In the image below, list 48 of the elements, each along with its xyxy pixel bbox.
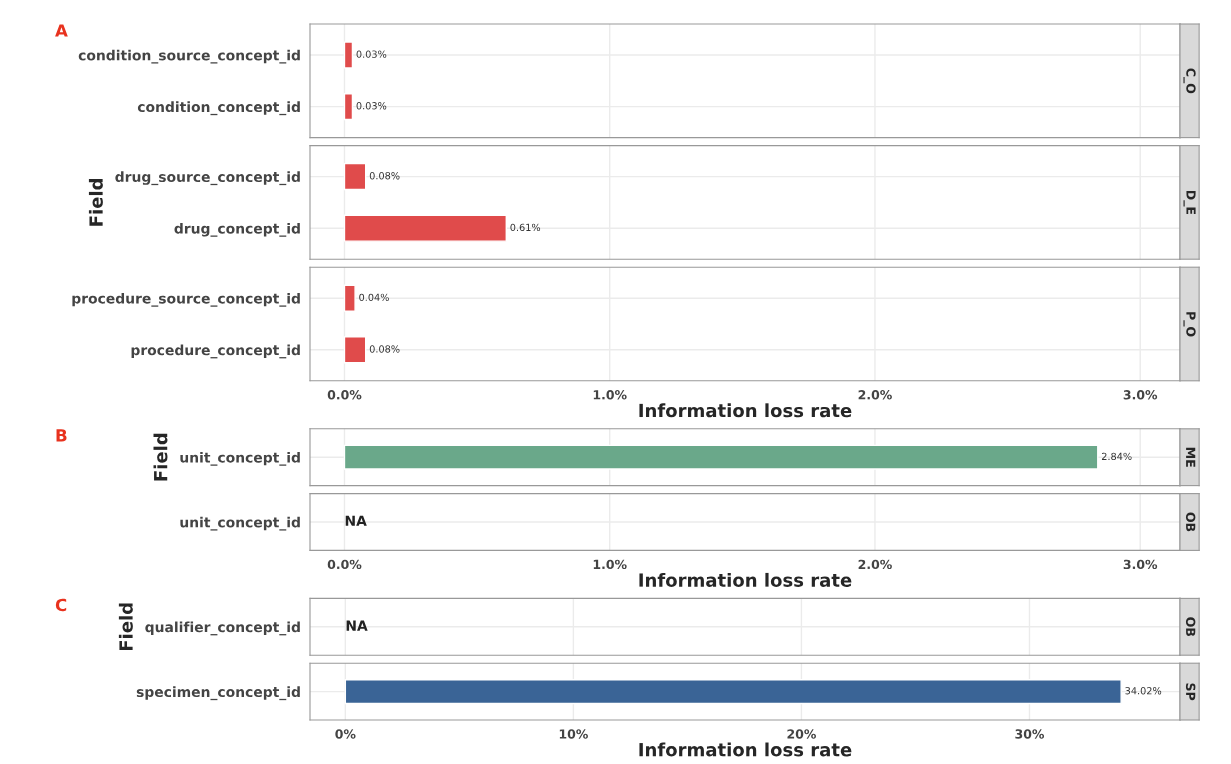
y-tick-label: drug_concept_id [174, 222, 300, 237]
y-tick-label: unit_concept_id [180, 451, 300, 466]
y-tick-label: unit_concept_id [180, 516, 300, 531]
x-tick-label: 1.0% [593, 559, 627, 570]
text: A [55, 24, 68, 37]
data-label: 0.08% [369, 172, 400, 180]
y-tick-label: qualifier_concept_id [145, 621, 300, 636]
x-tick-label: 3.0% [1123, 559, 1158, 570]
x-tick-label: 20% [787, 729, 816, 739]
x-tick-label: 10% [559, 729, 588, 739]
text: SP [1185, 683, 1196, 701]
data-label: 34.02% [1125, 687, 1162, 695]
y-tick-label: condition_concept_id [137, 101, 300, 116]
x-axis-title: Information loss rate [639, 742, 852, 757]
y-axis-title: Field [118, 603, 133, 651]
text: B [56, 429, 67, 442]
data-label: 2.84% [1101, 452, 1132, 461]
x-tick-label: 1.0% [593, 390, 627, 400]
text: ME [1186, 447, 1196, 467]
x-tick-label: 2.0% [858, 559, 892, 570]
text: OB [1185, 617, 1196, 636]
x-tick-label: 0% [335, 729, 356, 739]
y-tick-label: procedure_source_concept_id [72, 292, 300, 307]
text: NA [346, 620, 368, 631]
x-tick-label: 30% [1015, 729, 1045, 739]
x-axis-title: Information loss rate [639, 572, 852, 587]
y-axis-title: Field [88, 178, 103, 226]
text: NA [345, 515, 367, 526]
text: C [55, 598, 67, 612]
x-tick-label: 0.0% [327, 390, 362, 400]
text: OB [1185, 512, 1196, 532]
data-label: 0.04% [359, 293, 389, 301]
y-tick-label: procedure_concept_id [131, 344, 300, 359]
text: C_O [1183, 68, 1196, 94]
data-label: 0.03% [356, 50, 387, 58]
x-axis-title: Information loss rate [639, 403, 852, 418]
y-tick-label: drug_source_concept_id [115, 171, 300, 186]
y-tick-label: condition_source_concept_id [78, 49, 300, 64]
x-tick-label: 2.0% [858, 390, 892, 400]
y-tick-label: specimen_concept_id [136, 686, 300, 701]
data-label: 0.08% [369, 345, 400, 353]
x-tick-label: 3.0% [1123, 390, 1158, 400]
y-axis-title: Field [153, 433, 168, 481]
data-label: 0.03% [356, 102, 387, 110]
data-label: 0.61% [510, 223, 541, 232]
text: D_E [1183, 190, 1196, 215]
text: P_O [1183, 312, 1196, 337]
x-tick-label: 0.0% [327, 559, 362, 570]
